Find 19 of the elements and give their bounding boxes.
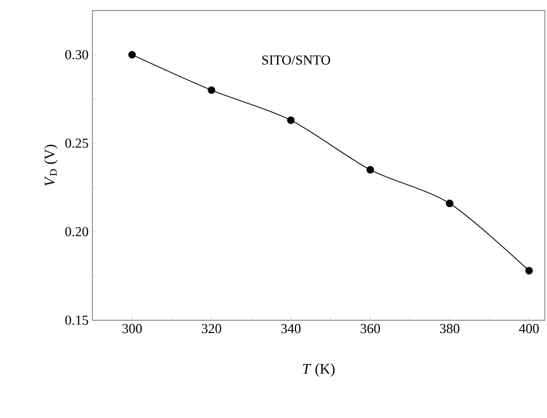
y-axis-title: V$_{D}$ (V) [44, 144, 58, 186]
y-tick-label: 0.15 [65, 316, 88, 325]
x-tick-label: 400 [519, 324, 539, 334]
x-tick-label: 360 [360, 324, 380, 334]
point [208, 86, 216, 94]
x-tick-label: 300 [122, 324, 142, 334]
y-tick-label: 0.30 [65, 50, 88, 60]
x-tick-label: 380 [440, 324, 460, 334]
x-axis-title: T (K) [303, 364, 335, 377]
point [128, 51, 136, 59]
point [366, 166, 374, 174]
x-tick-label: 340 [281, 324, 301, 334]
point [287, 116, 295, 124]
y-tick-label: 0.20 [65, 227, 88, 236]
x-tick-label: 320 [202, 324, 222, 334]
point [446, 200, 454, 208]
point [525, 266, 533, 275]
annotation: SITO/SNTO [262, 56, 330, 65]
y-tick-label: 0.25 [65, 138, 88, 148]
